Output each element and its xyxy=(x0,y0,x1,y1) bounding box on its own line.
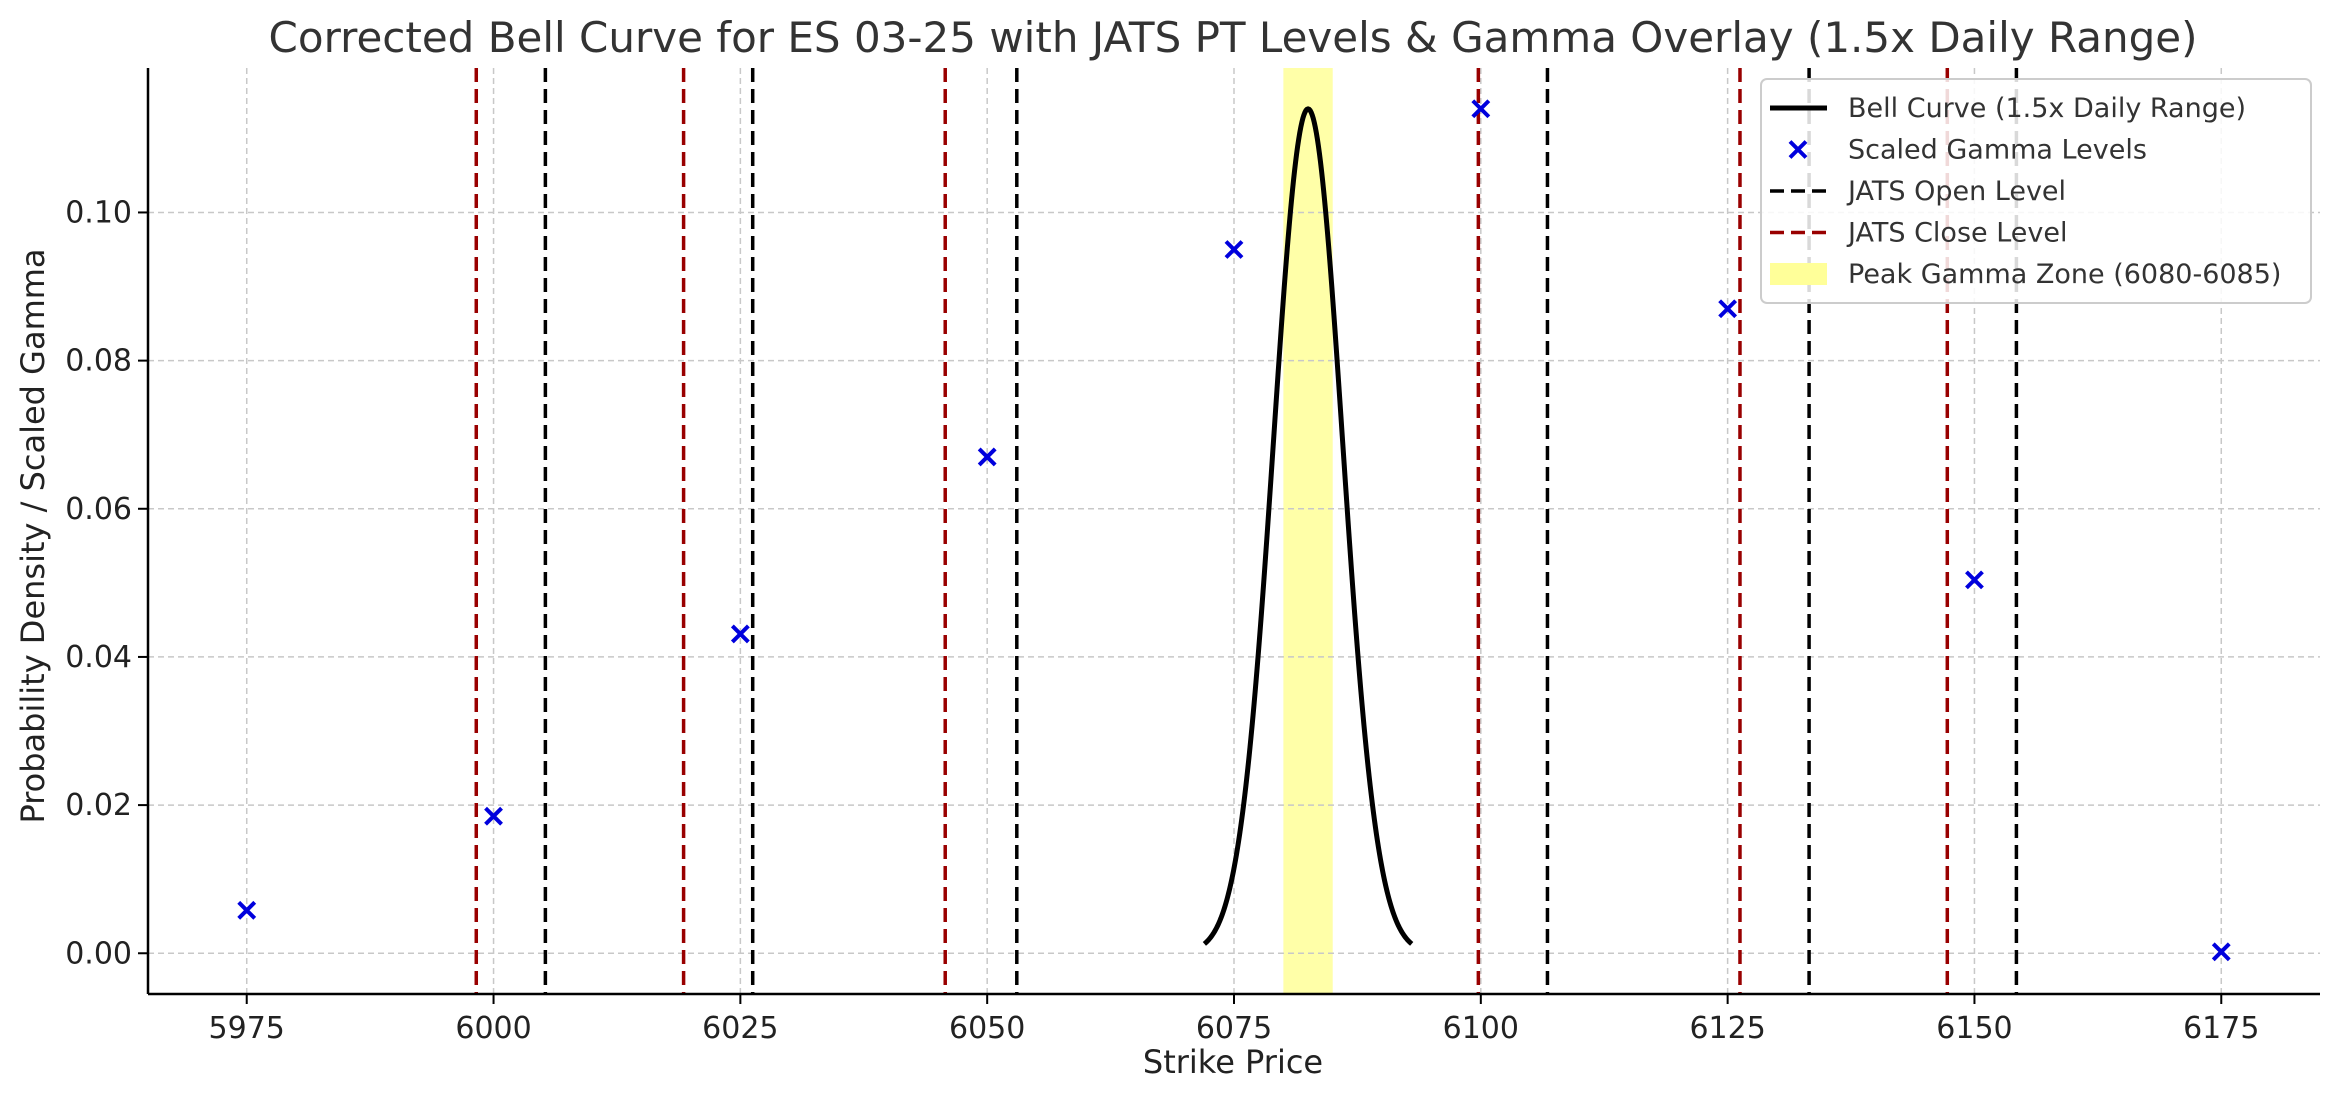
chart-title: Corrected Bell Curve for ES 03-25 with J… xyxy=(269,13,2198,62)
y-tick-label: 0.06 xyxy=(65,492,132,527)
x-tick-label: 6175 xyxy=(2183,1011,2259,1046)
legend-gamma-levels-swatch xyxy=(1788,140,1808,159)
x-tick-label: 6125 xyxy=(1689,1011,1765,1046)
legend-bell-curve-label: Bell Curve (1.5x Daily Range) xyxy=(1848,93,2246,124)
gamma-point xyxy=(1965,570,1984,590)
legend-close-level-label: JATS Close Level xyxy=(1846,218,2067,249)
y-tick-label: 0.00 xyxy=(65,936,132,971)
x-axis-label: Strike Price xyxy=(1143,1043,1323,1081)
gamma-point xyxy=(484,806,503,826)
legend-box xyxy=(1760,78,2312,304)
y-tick-label: 0.08 xyxy=(65,344,132,379)
legend-open-level-label: JATS Open Level xyxy=(1846,176,2066,207)
legend-peak-zone-swatch xyxy=(1770,263,1827,285)
x-tick-label: 6000 xyxy=(455,1011,531,1046)
x-tick-label: 6075 xyxy=(1196,1011,1272,1046)
x-tick-label: 5975 xyxy=(209,1011,285,1046)
x-tick-label: 6025 xyxy=(702,1011,778,1046)
y-tick-label: 0.02 xyxy=(65,788,132,823)
y-tick-label: 0.10 xyxy=(65,195,132,230)
legend-peak-zone-label: Peak Gamma Zone (6080-6085) xyxy=(1848,259,2281,290)
gamma-point xyxy=(1471,99,1491,119)
legend: Bell Curve (1.5x Daily Range) Scaled Gamm… xyxy=(1760,78,2312,304)
gamma-point xyxy=(1224,240,1244,259)
gamma-point xyxy=(730,624,750,644)
bell-curve-line xyxy=(1202,106,1414,946)
gamma-point xyxy=(2211,942,2231,962)
x-tick-label: 6150 xyxy=(1936,1011,2012,1046)
gamma-point xyxy=(237,900,257,920)
gamma-point xyxy=(1718,299,1738,319)
x-tick-label: 6050 xyxy=(949,1011,1025,1046)
y-axis-label: Probability Density / Scaled Gamma xyxy=(14,248,52,823)
x-tick-label: 6100 xyxy=(1443,1011,1519,1046)
legend-gamma-levels-label: Scaled Gamma Levels xyxy=(1848,135,2147,166)
y-tick-label: 0.04 xyxy=(65,640,132,675)
gamma-point xyxy=(977,447,997,467)
